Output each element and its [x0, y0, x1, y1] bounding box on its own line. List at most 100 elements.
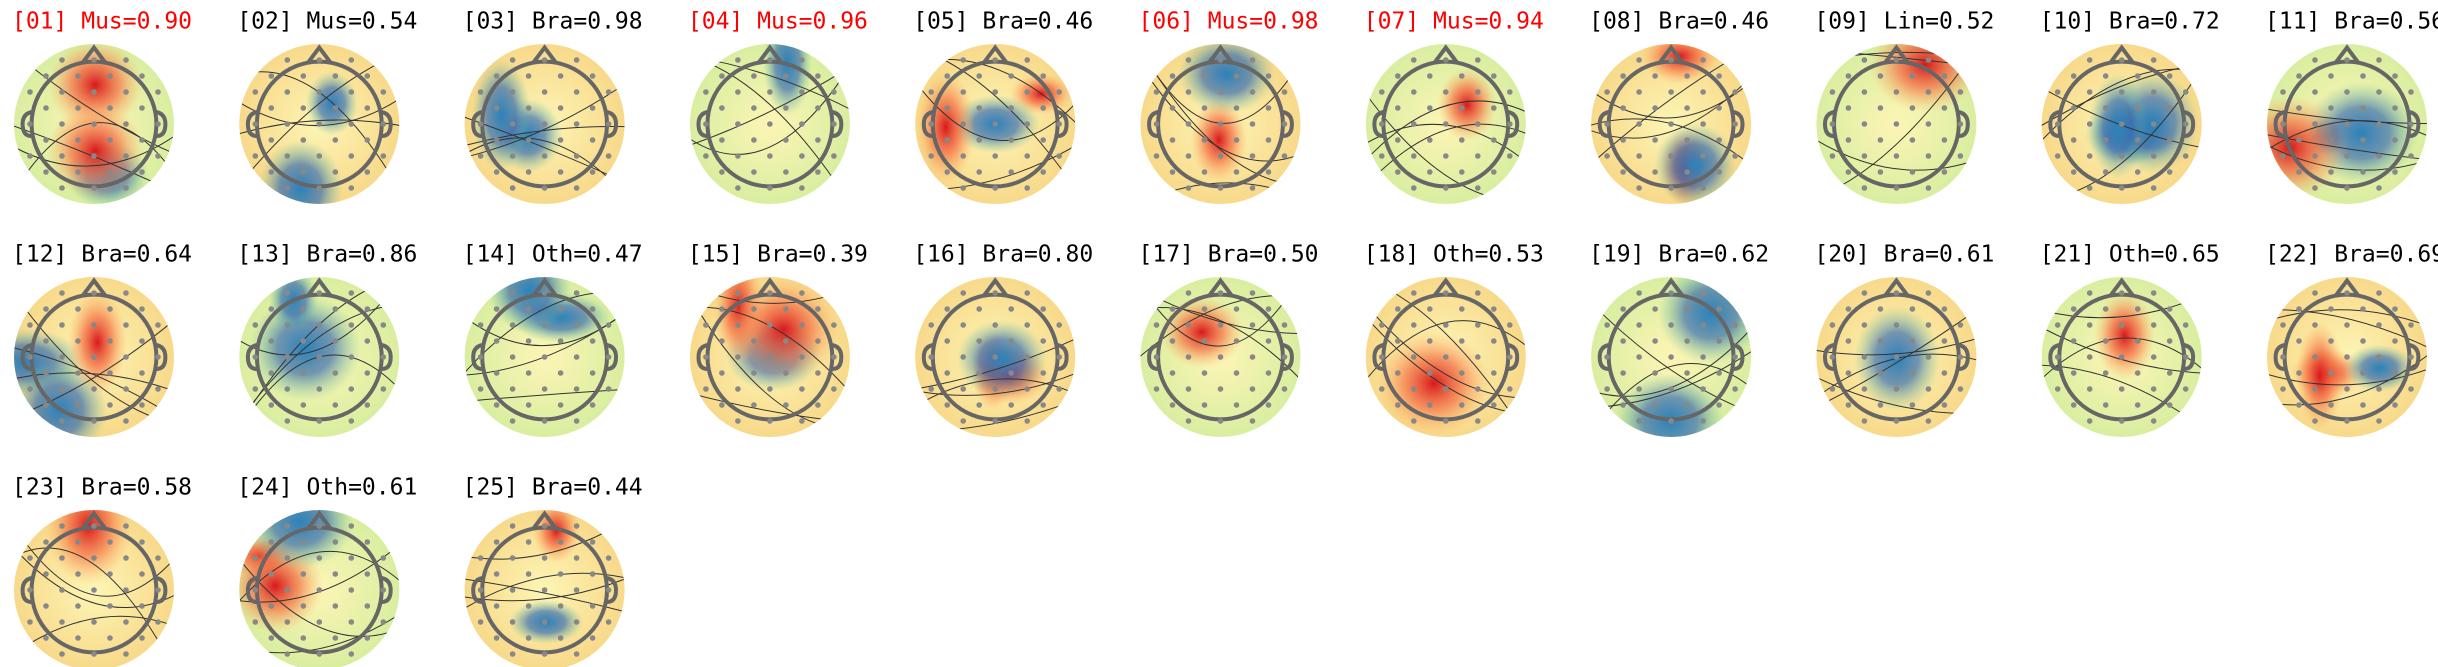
electrode	[1379, 121, 1385, 127]
electrode	[139, 73, 145, 79]
electrode	[1040, 137, 1046, 143]
electrode	[1233, 370, 1240, 376]
electrode	[252, 322, 259, 328]
electrode	[1893, 57, 1900, 63]
electrode	[509, 290, 516, 296]
electrode	[2134, 169, 2141, 175]
contour-line	[14, 547, 174, 667]
electrode	[2296, 402, 2302, 408]
electrode	[43, 635, 49, 641]
head-nose	[80, 44, 108, 65]
electrode	[976, 402, 982, 408]
contour-line	[915, 378, 1076, 407]
electrode	[1941, 137, 1948, 143]
electrode	[1281, 121, 1288, 127]
electrode	[1379, 322, 1385, 328]
electrode	[2070, 137, 2077, 143]
electrode	[332, 338, 339, 344]
electrode	[1411, 386, 1417, 392]
electrode	[783, 137, 789, 143]
electrode	[1024, 57, 1030, 63]
electrode	[1893, 89, 1900, 95]
head-nose	[305, 510, 333, 531]
component-label: [11] Bra=0.56	[2265, 9, 2438, 35]
electrode	[1909, 306, 1916, 312]
electrode	[2360, 402, 2366, 408]
component: [19] Bra=0.62	[1589, 242, 1769, 437]
electrode	[976, 370, 982, 376]
electrode	[767, 185, 773, 191]
electrode	[1893, 153, 1900, 159]
electrode	[27, 322, 33, 328]
electrode	[1668, 354, 1674, 360]
electrode	[2360, 306, 2366, 312]
electrode	[1475, 153, 1481, 159]
electrode	[2344, 57, 2350, 63]
electrode	[75, 635, 81, 641]
electrode	[2328, 402, 2334, 408]
head-ear	[2408, 110, 2421, 138]
electrode	[557, 571, 564, 577]
electrode	[2150, 185, 2157, 191]
electrode	[1040, 306, 1046, 312]
electrode	[767, 89, 773, 95]
electrode	[2328, 370, 2334, 376]
electrode	[2070, 402, 2077, 408]
electrode	[43, 169, 49, 175]
electrode	[1620, 169, 1626, 175]
electrode	[2344, 322, 2350, 328]
head-nose	[1657, 277, 1685, 298]
electrode	[59, 386, 65, 392]
electrode	[1475, 89, 1481, 95]
head-nose	[1432, 277, 1460, 298]
electrode	[1427, 137, 1433, 143]
electrode	[1861, 322, 1868, 328]
electrode	[316, 290, 323, 296]
electrode	[155, 322, 161, 328]
electrode	[300, 105, 307, 111]
electrode	[541, 290, 548, 296]
electrode	[75, 169, 81, 175]
electrode	[1893, 121, 1900, 127]
electrode	[107, 73, 113, 79]
electrode	[1443, 57, 1449, 63]
electrode	[1877, 306, 1884, 312]
electrode	[2134, 370, 2141, 376]
electrode	[1620, 73, 1626, 79]
component-label: [12] Bra=0.64	[12, 242, 192, 268]
electrode	[1056, 89, 1062, 95]
electrode	[2118, 121, 2125, 127]
electrode	[300, 169, 307, 175]
head-nose	[2333, 277, 2361, 298]
electrode	[605, 619, 612, 625]
electrode	[1024, 121, 1030, 127]
electrode	[525, 73, 532, 79]
electrode	[573, 651, 580, 657]
electrode	[75, 603, 81, 609]
electrode	[541, 386, 548, 392]
electrode	[960, 290, 966, 296]
electrode	[332, 402, 339, 408]
electrode	[1185, 57, 1192, 63]
component-label: [18] Oth=0.53	[1364, 242, 1544, 268]
electrode	[589, 137, 596, 143]
electrode	[1652, 73, 1658, 79]
head-nose	[80, 510, 108, 531]
electrode	[735, 418, 741, 424]
electrode	[1217, 153, 1224, 159]
electrode	[1909, 370, 1916, 376]
component: [01] Mus=0.90	[12, 9, 192, 204]
electrode	[332, 137, 339, 143]
electrode	[252, 153, 259, 159]
electrode	[332, 635, 339, 641]
electrode	[91, 651, 97, 657]
electrode	[735, 354, 741, 360]
electrode	[1925, 89, 1932, 95]
electrode	[91, 354, 97, 360]
electrode	[2312, 322, 2318, 328]
electrode	[2392, 73, 2398, 79]
electrode	[573, 523, 580, 529]
electrode	[2166, 338, 2173, 344]
electrode	[2344, 121, 2350, 127]
electrode	[1201, 370, 1208, 376]
